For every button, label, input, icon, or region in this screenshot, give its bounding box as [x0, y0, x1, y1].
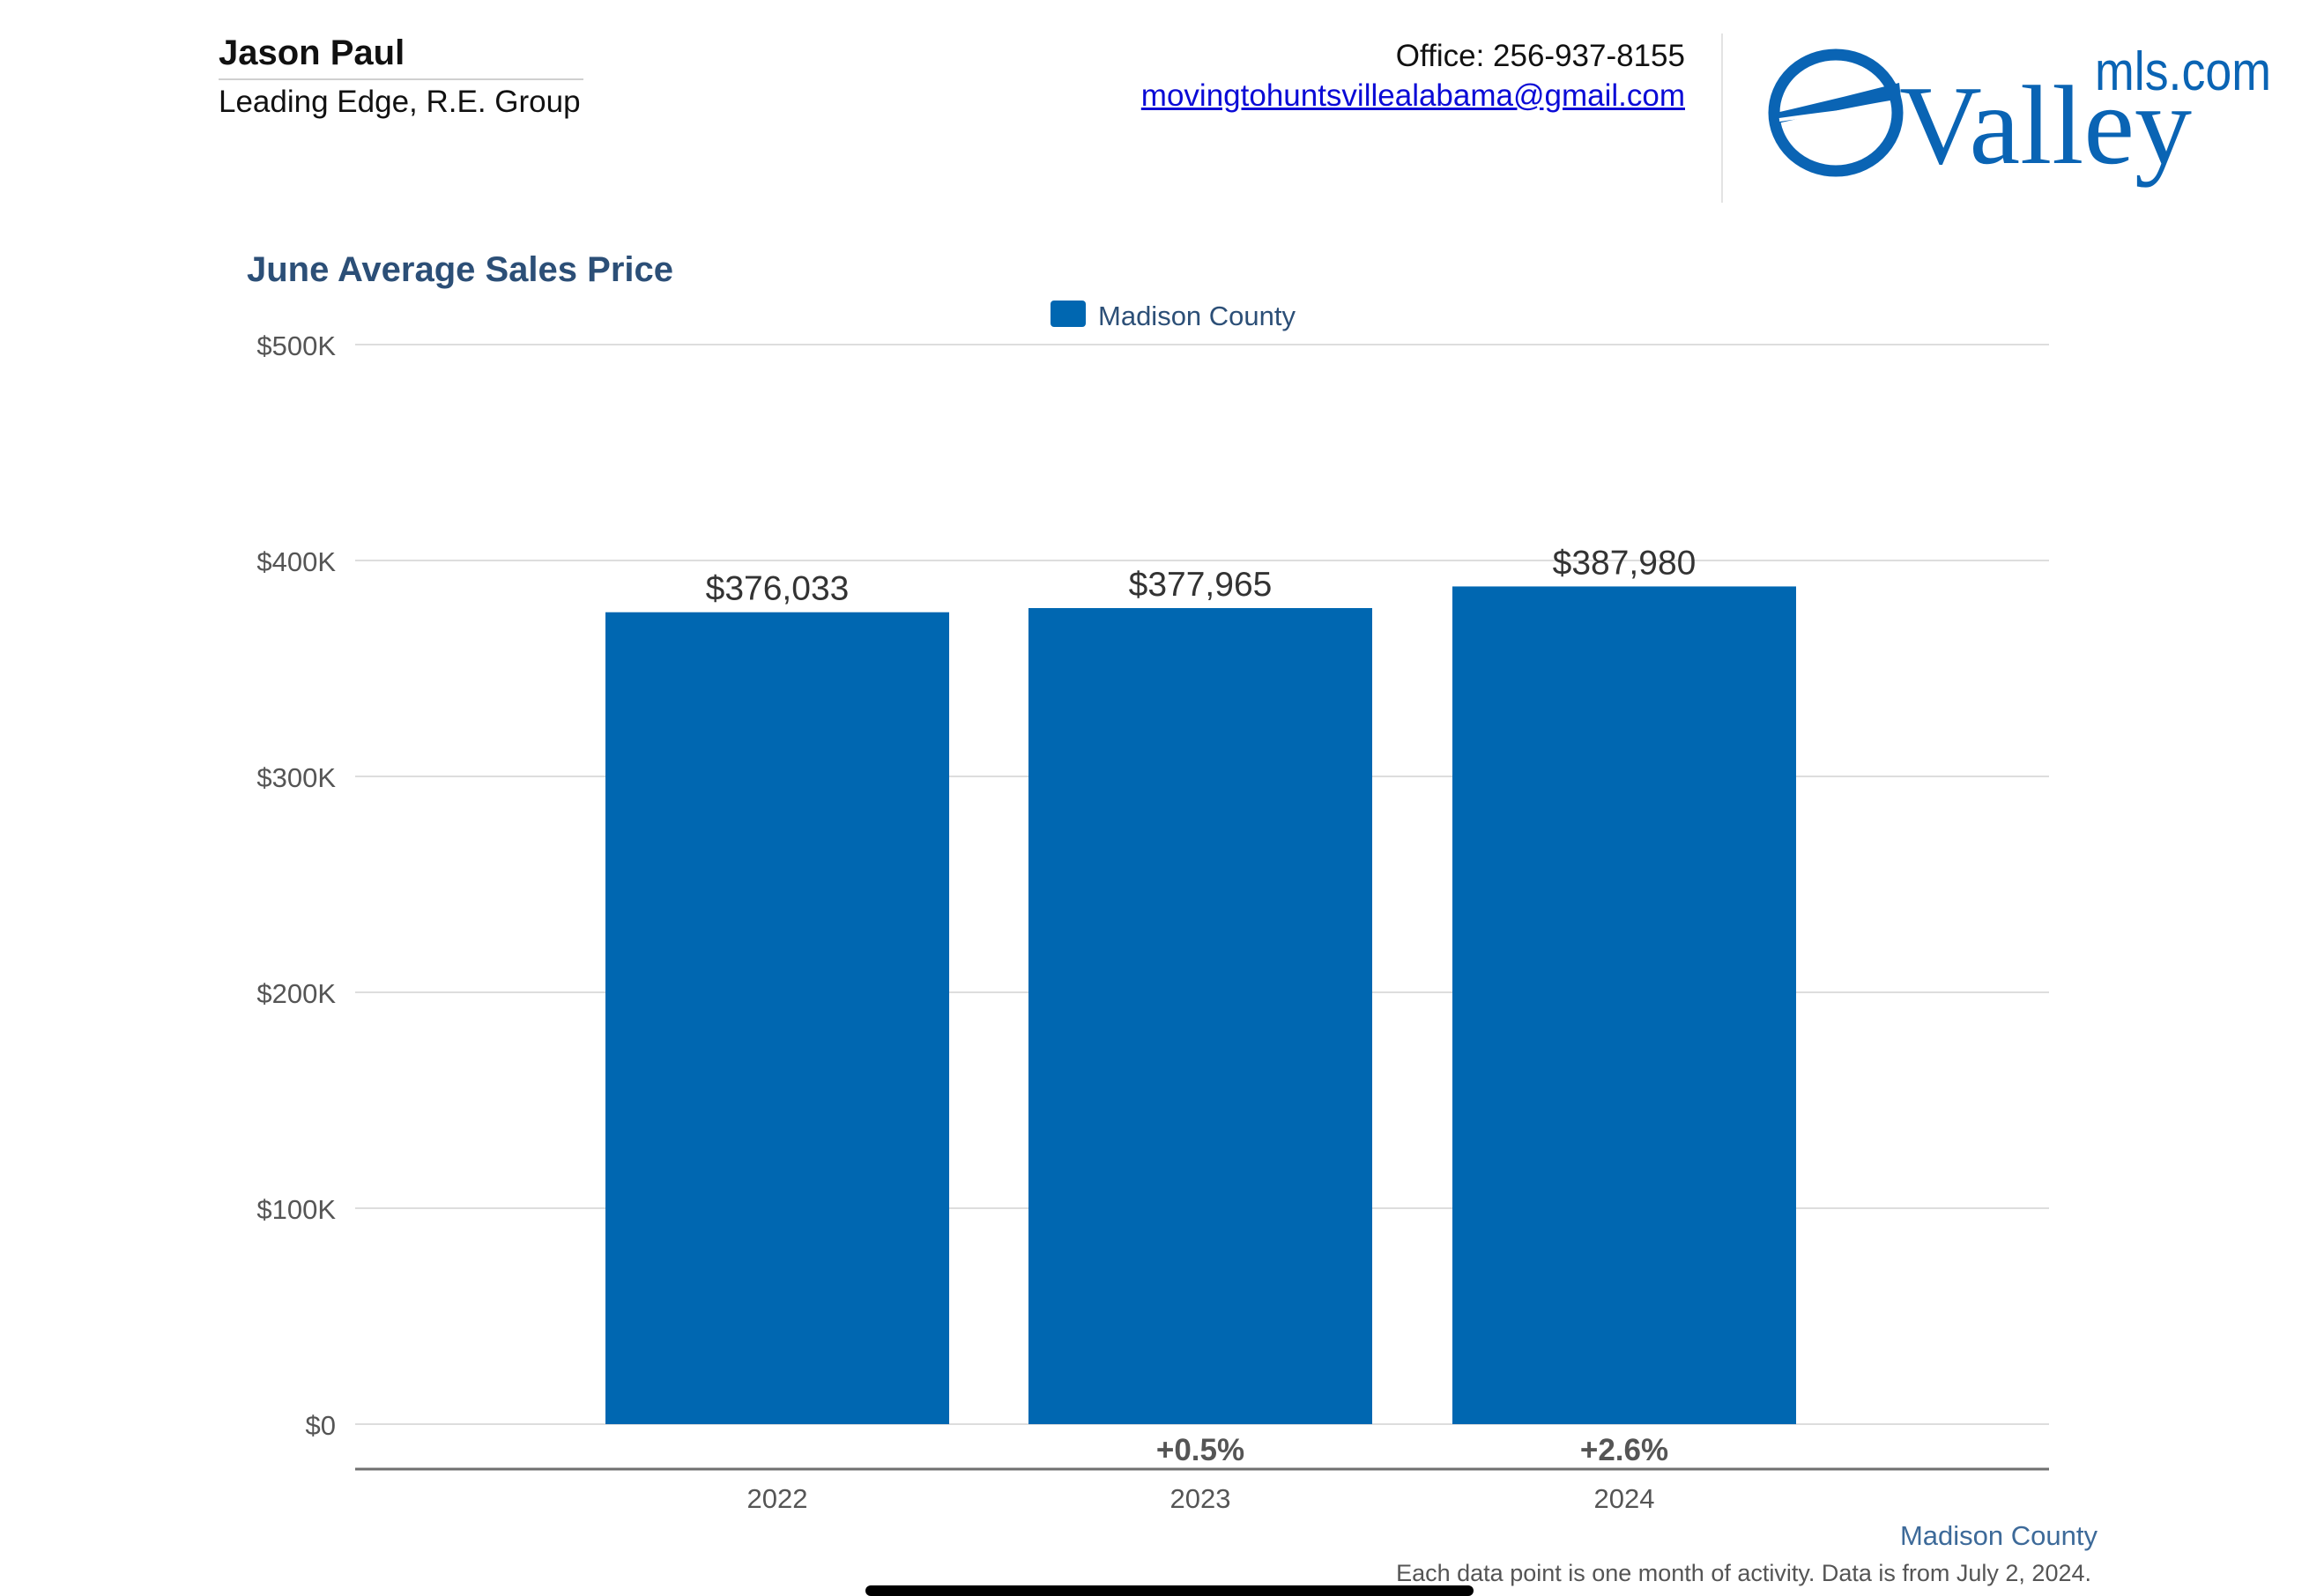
- chart-source[interactable]: Madison County: [1899, 1520, 2098, 1551]
- valleymls-logo[interactable]: Valley mls.com: [1767, 41, 2278, 198]
- y-tick-label: $300K: [256, 762, 336, 793]
- change-label: +2.6%: [1580, 1433, 1668, 1467]
- y-tick-label: $200K: [256, 978, 336, 1009]
- bar: [1452, 586, 1796, 1424]
- agent-name-divider: [219, 78, 583, 80]
- chart-title: June Average Sales Price: [247, 250, 673, 289]
- y-tick-label: $400K: [256, 546, 336, 577]
- y-tick-label: $500K: [256, 330, 336, 361]
- y-tick-label: $100K: [256, 1194, 336, 1225]
- home-indicator: [865, 1585, 1474, 1596]
- bar-value-label: $377,965: [1129, 566, 1273, 604]
- bar-value-label: $387,980: [1553, 544, 1697, 582]
- change-label: +0.5%: [1156, 1433, 1244, 1467]
- agent-name: Jason Paul: [219, 33, 405, 72]
- bar: [1028, 607, 1372, 1424]
- logo-text-suffix: mls.com: [2095, 44, 2271, 102]
- x-tick-label: 2023: [1170, 1483, 1231, 1514]
- legend-swatch: [1051, 301, 1086, 327]
- x-tick-label: 2022: [747, 1483, 808, 1514]
- logo-text-main: Valley: [1899, 63, 2192, 188]
- legend-label: Madison County: [1098, 301, 1296, 331]
- y-tick-label: $0: [306, 1410, 336, 1441]
- bar-value-label: $376,033: [706, 570, 850, 608]
- agent-company: Leading Edge, R.E. Group: [219, 85, 581, 119]
- header-divider: [1721, 33, 1723, 203]
- chart-note: Each data point is one month of activity…: [1396, 1560, 2091, 1586]
- x-tick-label: 2024: [1594, 1483, 1655, 1514]
- bar: [605, 612, 949, 1424]
- office-phone: Office: 256-937-8155: [1395, 39, 1685, 73]
- email-link[interactable]: movingtohuntsvillealabama@gmail.com: [1140, 78, 1685, 113]
- logo-oval-icon: [1768, 48, 1904, 177]
